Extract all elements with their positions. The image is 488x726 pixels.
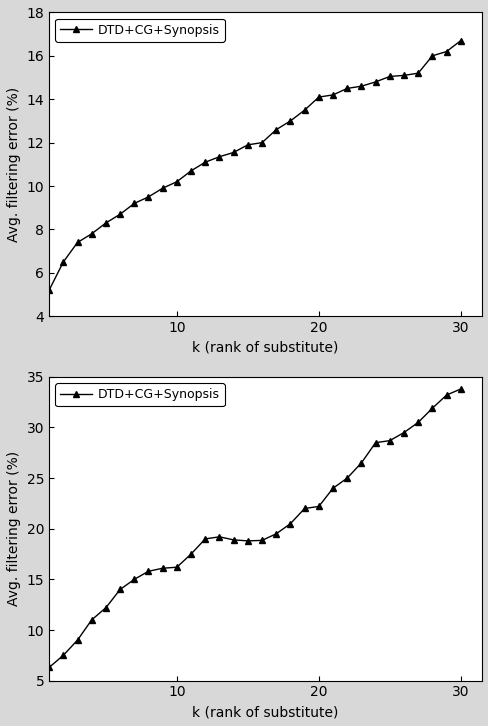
DTD+CG+Synopsis bbox=[160, 564, 165, 573]
Line: DTD+CG+Synopsis: DTD+CG+Synopsis bbox=[46, 38, 463, 293]
Legend: DTD+CG+Synopsis: DTD+CG+Synopsis bbox=[55, 19, 224, 41]
DTD+CG+Synopsis bbox=[74, 238, 80, 247]
DTD+CG+Synopsis bbox=[117, 210, 123, 219]
DTD+CG+Synopsis bbox=[358, 82, 364, 91]
DTD+CG+Synopsis bbox=[414, 418, 420, 427]
DTD+CG+Synopsis bbox=[216, 532, 222, 541]
DTD+CG+Synopsis bbox=[216, 152, 222, 161]
DTD+CG+Synopsis bbox=[344, 474, 349, 483]
DTD+CG+Synopsis bbox=[60, 651, 66, 660]
DTD+CG+Synopsis bbox=[457, 36, 463, 45]
DTD+CG+Synopsis bbox=[160, 184, 165, 192]
DTD+CG+Synopsis bbox=[414, 69, 420, 78]
Line: DTD+CG+Synopsis: DTD+CG+Synopsis bbox=[46, 386, 463, 670]
DTD+CG+Synopsis bbox=[457, 385, 463, 393]
DTD+CG+Synopsis bbox=[145, 567, 151, 576]
DTD+CG+Synopsis bbox=[287, 519, 293, 528]
DTD+CG+Synopsis bbox=[428, 52, 434, 60]
DTD+CG+Synopsis bbox=[131, 199, 137, 208]
Y-axis label: Avg. filtering error (%): Avg. filtering error (%) bbox=[7, 451, 21, 606]
DTD+CG+Synopsis bbox=[400, 71, 406, 80]
DTD+CG+Synopsis bbox=[145, 192, 151, 201]
DTD+CG+Synopsis bbox=[386, 72, 392, 81]
DTD+CG+Synopsis bbox=[60, 258, 66, 266]
DTD+CG+Synopsis bbox=[372, 78, 378, 86]
DTD+CG+Synopsis bbox=[344, 84, 349, 93]
DTD+CG+Synopsis bbox=[301, 106, 307, 115]
DTD+CG+Synopsis bbox=[273, 529, 279, 538]
DTD+CG+Synopsis bbox=[244, 537, 250, 545]
DTD+CG+Synopsis bbox=[372, 439, 378, 447]
DTD+CG+Synopsis bbox=[428, 404, 434, 412]
DTD+CG+Synopsis bbox=[74, 636, 80, 645]
DTD+CG+Synopsis bbox=[315, 502, 321, 511]
DTD+CG+Synopsis bbox=[103, 603, 109, 612]
DTD+CG+Synopsis bbox=[131, 575, 137, 584]
DTD+CG+Synopsis bbox=[89, 229, 95, 238]
DTD+CG+Synopsis bbox=[117, 585, 123, 594]
X-axis label: k (rank of substitute): k (rank of substitute) bbox=[192, 705, 338, 719]
DTD+CG+Synopsis bbox=[301, 504, 307, 513]
DTD+CG+Synopsis bbox=[443, 47, 448, 56]
DTD+CG+Synopsis bbox=[329, 91, 335, 99]
DTD+CG+Synopsis bbox=[174, 563, 180, 571]
DTD+CG+Synopsis bbox=[202, 534, 208, 543]
DTD+CG+Synopsis bbox=[287, 117, 293, 126]
DTD+CG+Synopsis bbox=[202, 158, 208, 166]
Y-axis label: Avg. filtering error (%): Avg. filtering error (%) bbox=[7, 87, 21, 242]
DTD+CG+Synopsis bbox=[259, 536, 264, 544]
DTD+CG+Synopsis bbox=[443, 391, 448, 399]
X-axis label: k (rank of substitute): k (rank of substitute) bbox=[192, 340, 338, 355]
DTD+CG+Synopsis bbox=[259, 138, 264, 147]
DTD+CG+Synopsis bbox=[230, 148, 236, 157]
Legend: DTD+CG+Synopsis: DTD+CG+Synopsis bbox=[55, 383, 224, 406]
DTD+CG+Synopsis bbox=[358, 459, 364, 468]
DTD+CG+Synopsis bbox=[329, 484, 335, 492]
DTD+CG+Synopsis bbox=[386, 436, 392, 445]
DTD+CG+Synopsis bbox=[46, 663, 52, 672]
DTD+CG+Synopsis bbox=[315, 93, 321, 102]
DTD+CG+Synopsis bbox=[273, 126, 279, 134]
DTD+CG+Synopsis bbox=[188, 166, 194, 175]
DTD+CG+Synopsis bbox=[46, 286, 52, 295]
DTD+CG+Synopsis bbox=[89, 616, 95, 624]
DTD+CG+Synopsis bbox=[174, 177, 180, 186]
DTD+CG+Synopsis bbox=[400, 428, 406, 437]
DTD+CG+Synopsis bbox=[230, 536, 236, 544]
DTD+CG+Synopsis bbox=[244, 140, 250, 149]
DTD+CG+Synopsis bbox=[103, 219, 109, 227]
DTD+CG+Synopsis bbox=[188, 550, 194, 558]
